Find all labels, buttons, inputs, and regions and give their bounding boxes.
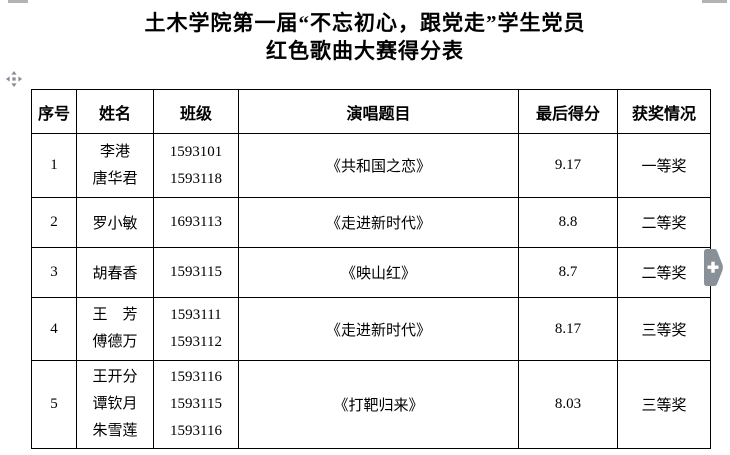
row-2-score-cell: 8.8 (518, 197, 618, 248)
table-row: 4 王 芳 傅德万 1593111 1593112 《走进新时代》 8.17 三… (31, 297, 711, 361)
table-header-row: 序号 姓名 班级 演唱题目 最后得分 获奖情况 (31, 89, 711, 134)
row-1-award-cell: 一等奖 (617, 133, 711, 198)
row-1-song-cell: 《共和国之恋》 (238, 133, 519, 198)
header-award: 获奖情况 (617, 89, 711, 134)
header-song: 演唱题目 (238, 89, 519, 134)
page-title-line2: 红色歌曲大赛得分表 (266, 39, 464, 63)
top-left-corner-bar (8, 0, 28, 3)
row-5-song-cell: 《打靶归来》 (238, 360, 519, 449)
row-4-class-cell: 1593111 1593112 (153, 297, 239, 361)
row-1-name-cell: 李港 唐华君 (76, 133, 154, 198)
table-move-handle[interactable] (6, 71, 22, 87)
row-4-song-cell: 《走进新时代》 (238, 297, 519, 361)
score-table: 序号 姓名 班级 演唱题目 最后得分 获奖情况 1 李港 唐华君 1593101… (31, 89, 711, 449)
header-score: 最后得分 (518, 89, 618, 134)
move-arrows-icon (6, 71, 22, 87)
row-2-name-cell: 罗小敏 (76, 197, 154, 248)
page-title-line1: 土木学院第一届“不忘初心，跟党走”学生党员 (144, 11, 586, 35)
row-5-class-cell: 1593116 1593115 1593116 (153, 360, 239, 449)
row-3-award-cell: 二等奖 (617, 247, 711, 298)
header-class: 班级 (153, 89, 239, 134)
row-2-award-cell: 二等奖 (617, 197, 711, 248)
table-row: 5 王开分 谭钦月 朱雪莲 1593116 1593115 1593116 《打… (31, 360, 711, 449)
row-5-index-cell: 5 (31, 360, 77, 449)
table-row: 2 罗小敏 1693113 《走进新时代》 8.8 二等奖 (31, 197, 711, 248)
row-3-score-cell: 8.7 (518, 247, 618, 298)
row-4-score-cell: 8.17 (518, 297, 618, 361)
table-row: 1 李港 唐华君 1593101 1593118 《共和国之恋》 9.17 一等… (31, 133, 711, 198)
row-5-score-cell: 8.03 (518, 360, 618, 449)
row-5-name-cell: 王开分 谭钦月 朱雪莲 (76, 360, 154, 449)
row-1-class-cell: 1593101 1593118 (153, 133, 239, 198)
row-4-award-cell: 三等奖 (617, 297, 711, 361)
row-3-song-cell: 《映山红》 (238, 247, 519, 298)
table-row: 3 胡春香 1593115 《映山红》 8.7 二等奖 (31, 247, 711, 298)
row-4-name-cell: 王 芳 傅德万 (76, 297, 154, 361)
row-2-index-cell: 2 (31, 197, 77, 248)
row-4-index-cell: 4 (31, 297, 77, 361)
row-2-class-cell: 1693113 (153, 197, 239, 248)
row-5-award-cell: 三等奖 (617, 360, 711, 449)
plus-icon (704, 249, 723, 286)
row-1-index-cell: 1 (31, 133, 77, 198)
row-3-name-cell: 胡春香 (76, 247, 154, 298)
page-title: 土木学院第一届“不忘初心，跟党走”学生党员 红色歌曲大赛得分表 (0, 9, 730, 65)
header-index: 序号 (31, 89, 77, 134)
header-name: 姓名 (76, 89, 154, 134)
row-2-song-cell: 《走进新时代》 (238, 197, 519, 248)
row-3-class-cell: 1593115 (153, 247, 239, 298)
row-3-index-cell: 3 (31, 247, 77, 298)
expand-panel-button[interactable] (704, 249, 723, 286)
row-1-score-cell: 9.17 (518, 133, 618, 198)
top-right-corner-bar (702, 0, 727, 3)
